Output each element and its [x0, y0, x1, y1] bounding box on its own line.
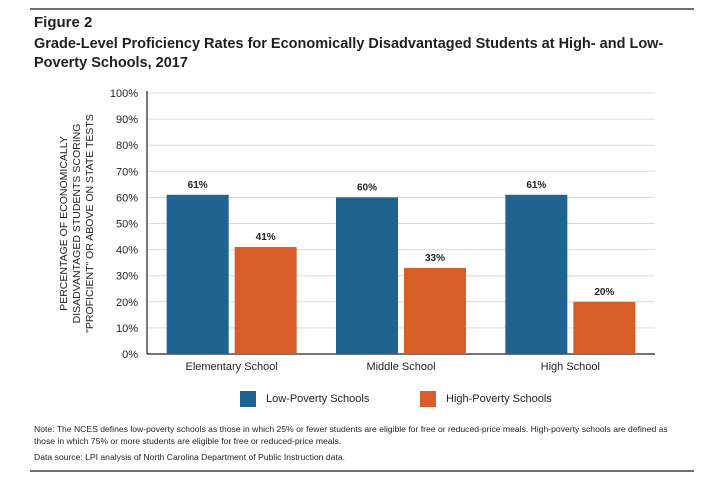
- chart-title: Grade-Level Proficiency Rates for Econom…: [34, 36, 664, 71]
- x-category-label: Middle School: [366, 361, 435, 373]
- bar-low-poverty: [336, 197, 398, 354]
- legend-label-high-poverty: High-Poverty Schools: [446, 393, 552, 405]
- chart-legend: Low-Poverty Schools High-Poverty Schools: [0, 391, 720, 409]
- y-tick-label: 100%: [110, 88, 138, 100]
- y-tick-label: 80%: [116, 140, 138, 152]
- y-tick-label: 20%: [116, 297, 138, 309]
- data-label: 33%: [425, 253, 445, 264]
- legend-label-low-poverty: Low-Poverty Schools: [266, 393, 370, 405]
- legend-item-high-poverty: High-Poverty Schools: [420, 391, 552, 407]
- y-tick-label: 60%: [116, 192, 138, 204]
- bar-low-poverty: [505, 194, 568, 354]
- data-source: Data source: LPI analysis of North Carol…: [34, 452, 345, 462]
- bar-low-poverty: [166, 194, 229, 354]
- data-label: 61%: [526, 180, 546, 191]
- bar-high-poverty: [573, 301, 636, 354]
- figure-label: Figure 2: [34, 14, 93, 31]
- y-tick-label: 50%: [116, 219, 138, 231]
- legend-swatch-high-poverty: [420, 391, 436, 407]
- bar-high-poverty: [234, 246, 297, 354]
- y-axis-label-line: "PROFICIENT" OR ABOVE ON STATE TESTS: [84, 114, 96, 333]
- top-rule: [30, 8, 694, 10]
- y-axis-label-line: PERCENTAGE OF ECONOMICALLY: [58, 136, 70, 311]
- y-tick-label: 30%: [116, 271, 138, 283]
- y-tick-label: 90%: [116, 114, 138, 126]
- legend-item-low-poverty: Low-Poverty Schools: [240, 391, 369, 407]
- y-axis-label-line: DISADVANTAGED STUDENTS SCORING: [71, 124, 83, 324]
- legend-swatch-low-poverty: [240, 391, 256, 407]
- data-label: 41%: [256, 232, 276, 243]
- y-tick-label: 40%: [116, 245, 138, 257]
- bar-high-poverty: [404, 267, 466, 354]
- data-label: 61%: [188, 180, 208, 191]
- y-tick-label: 0%: [122, 349, 138, 361]
- y-tick-label: 10%: [116, 323, 138, 335]
- bottom-rule: [30, 470, 694, 472]
- y-tick-label: 70%: [116, 166, 138, 178]
- data-label: 20%: [594, 287, 614, 298]
- x-category-label: Elementary School: [186, 361, 278, 373]
- x-category-label: High School: [541, 361, 600, 373]
- chart-note: Note: The NCES defines low-poverty schoo…: [34, 424, 668, 446]
- data-label: 60%: [357, 182, 377, 193]
